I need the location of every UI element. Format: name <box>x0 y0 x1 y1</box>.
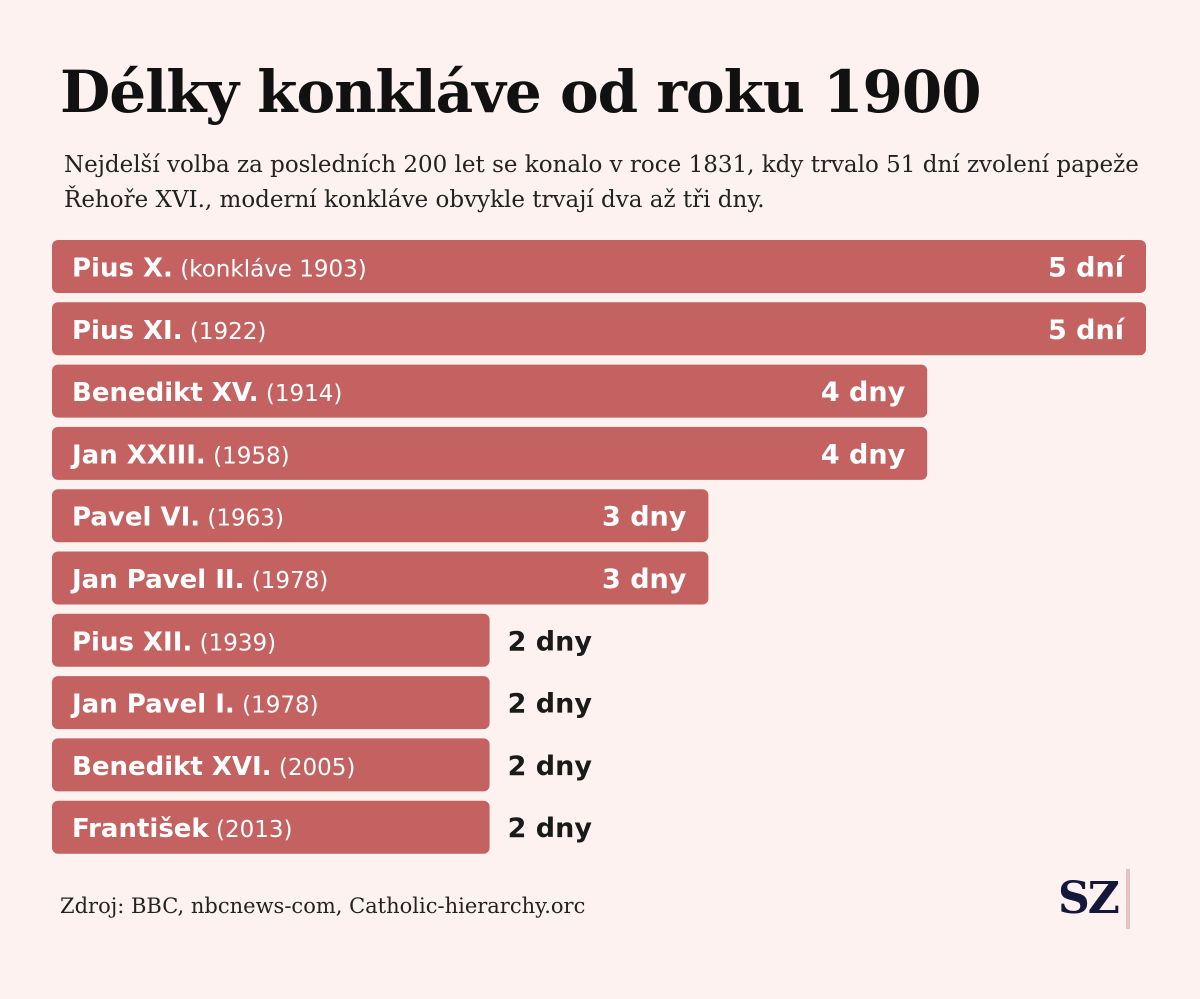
bar-row: Jan Pavel II. (1978) 3 dny <box>52 551 709 605</box>
pope-name: Pius X. <box>72 254 173 284</box>
logo-divider <box>1125 869 1130 929</box>
bar-category-label: Pavel VI. (1963) <box>72 503 284 533</box>
bar-category-label: Pius XI. (1922) <box>72 316 266 346</box>
conclave-year: (1978) <box>235 693 319 719</box>
chart-title: Délky konkláve od roku 1900 <box>60 58 982 126</box>
bar <box>52 738 490 792</box>
pope-name: Pius XII. <box>72 627 192 657</box>
pope-name: Jan Pavel II. <box>70 565 244 595</box>
bar-value-label: 2 dny <box>508 689 593 720</box>
pope-name: Pius XI. <box>72 316 183 346</box>
source-note: Zdroj: BBC, nbcnews-com, Catholic-hierar… <box>60 894 586 918</box>
bar-row: Pius XII. (1939) 2 dny <box>52 613 593 667</box>
publisher-logo: SZ <box>1058 868 1130 930</box>
bar-value-label: 5 dní <box>1048 253 1126 284</box>
bar-value-label: 2 dny <box>508 813 593 844</box>
bar <box>52 676 490 730</box>
bar-row: František (2013) 2 dny <box>52 800 593 854</box>
bar <box>52 364 928 418</box>
bar-category-label: Jan Pavel I. (1978) <box>70 690 319 720</box>
bar-category-label: Jan Pavel II. (1978) <box>70 565 328 595</box>
bar <box>52 551 709 605</box>
conclave-year: (1939) <box>192 630 276 656</box>
pope-name: František <box>72 814 209 844</box>
bar <box>52 800 490 854</box>
bar-category-label: František (2013) <box>72 814 293 844</box>
pope-name: Jan XXIII. <box>70 440 206 470</box>
conclave-year: (1922) <box>183 319 267 345</box>
bar-row: Benedikt XV. (1914) 4 dny <box>52 364 928 418</box>
bar-row: Pavel VI. (1963) 3 dny <box>52 489 709 543</box>
bar-row: Benedikt XVI. (2005) 2 dny <box>52 738 593 792</box>
bar-category-label: Pius XII. (1939) <box>72 627 276 657</box>
bar-row: Pius XI. (1922) 5 dní <box>52 302 1146 356</box>
pope-name: Jan Pavel I. <box>70 690 235 720</box>
bar-value-label: 3 dny <box>602 502 687 533</box>
pope-name: Benedikt XV. <box>72 378 259 408</box>
conclave-year: (2005) <box>272 755 356 781</box>
logo-text: SZ <box>1058 873 1120 924</box>
bar-value-label: 4 dny <box>821 439 906 470</box>
conclave-year: (2013) <box>209 817 293 843</box>
conclave-year: (1978) <box>244 568 328 594</box>
bar-value-label: 2 dny <box>508 751 593 782</box>
bar-value-label: 2 dny <box>508 626 593 657</box>
bar-category-label: Benedikt XVI. (2005) <box>72 752 355 782</box>
bar-row: Pius X. (konkláve 1903) 5 dní <box>52 240 1146 293</box>
chart-subtitle: Nejdelší volba za posledních 200 let se … <box>64 152 1139 213</box>
conclave-year: (1958) <box>206 443 290 469</box>
conclave-year: (1963) <box>200 506 284 532</box>
bar-value-label: 5 dní <box>1048 315 1126 346</box>
conclave-year: (konkláve 1903) <box>173 257 367 283</box>
bar-category-label: Jan XXIII. (1958) <box>70 440 290 470</box>
bar-row: Jan Pavel I. (1978) 2 dny <box>52 676 593 730</box>
bar <box>52 240 1146 293</box>
pope-name: Benedikt XVI. <box>72 752 272 782</box>
bar <box>52 302 1146 356</box>
bar-value-label: 3 dny <box>602 564 687 595</box>
bar-row: Jan XXIII. (1958) 4 dny <box>52 426 928 480</box>
bar-value-label: 4 dny <box>821 377 906 408</box>
bar <box>52 489 709 543</box>
bar <box>52 613 490 667</box>
bar-category-label: Benedikt XV. (1914) <box>72 378 342 408</box>
bar-category-label: Pius X. (konkláve 1903) <box>72 254 367 284</box>
bar <box>52 426 928 480</box>
conclave-year: (1914) <box>259 381 343 407</box>
pope-name: Pavel VI. <box>72 503 200 533</box>
